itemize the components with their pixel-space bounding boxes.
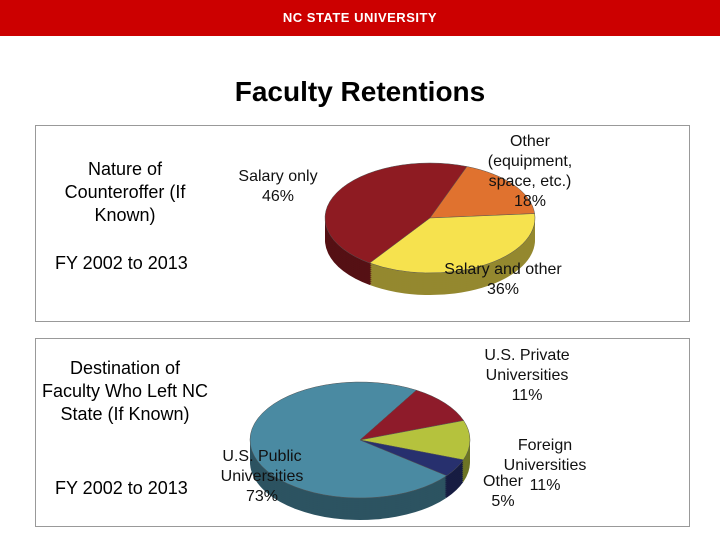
slice-category: U.S. Private Universities — [484, 347, 570, 384]
slice-category: Foreign Universities — [503, 437, 587, 474]
pie-slice — [359, 420, 471, 461]
chart-title: Destination of Faculty Who Left NC State… — [41, 358, 209, 424]
banner: NC STATE UNIVERSITY — [0, 0, 720, 36]
slice-label: Salary and other 36% — [444, 260, 561, 300]
slice-category: Salary only — [238, 168, 318, 185]
slice-category: Other (equipment, space, etc.) — [487, 133, 573, 190]
chart-title: Nature of Counteroffer (If Known) — [64, 159, 186, 225]
pie-slice — [249, 381, 448, 499]
slice-label: U.S. Private Universities 11% — [467, 346, 587, 406]
slice-value: 18% — [513, 193, 547, 210]
pie-slice — [359, 439, 464, 476]
slice-label: Other 5% — [483, 472, 523, 512]
slice-label: Other (equipment, space, etc.) 18% — [470, 132, 590, 212]
slice-value: 73% — [245, 488, 279, 505]
pie-slice — [429, 166, 535, 219]
slice-value: 36% — [486, 281, 520, 298]
chart-frame — [35, 338, 690, 527]
slice-value: 11% — [529, 477, 561, 494]
pie-slice — [359, 389, 465, 441]
slice-label: U.S. Public Universities 73% — [202, 447, 322, 507]
slice-category: Other — [482, 473, 524, 490]
slice-value: 46% — [261, 188, 295, 205]
slide-title: Faculty Retentions — [234, 76, 486, 107]
slice-label: Foreign Universities 11% — [485, 436, 605, 496]
pie-slice — [369, 213, 536, 274]
chart-subtitle: FY 2002 to 2013 — [55, 253, 188, 273]
pie-slice — [324, 162, 468, 264]
chart-frame — [35, 125, 690, 322]
slice-value: 11% — [511, 387, 543, 404]
slice-label: Salary only 46% — [238, 167, 317, 207]
slice-value: 5% — [491, 493, 515, 510]
slice-category: U.S. Public Universities — [220, 448, 304, 485]
chart-subtitle: FY 2002 to 2013 — [55, 478, 188, 498]
slice-category: Salary and other — [444, 261, 562, 278]
